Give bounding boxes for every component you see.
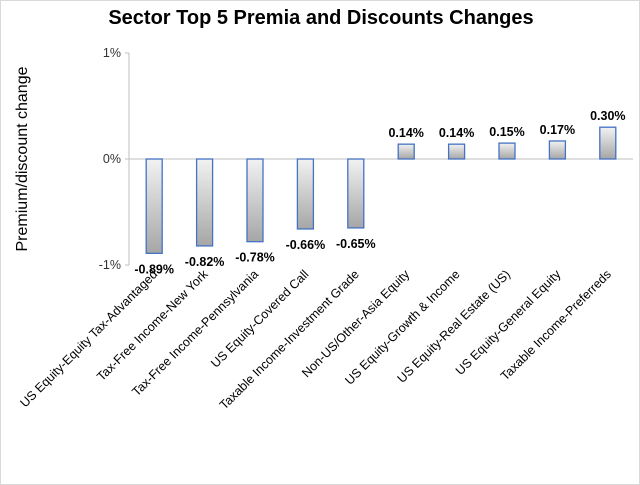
data-label: -0.66% (286, 238, 326, 252)
label-layer: -0.89% -0.82% -0.78% -0.66% -0.65% 0.14% 0.14%… (134, 109, 625, 276)
bar (195, 158, 214, 247)
data-label: 0.30% (590, 109, 625, 123)
category-label: US Equity-General Equity (453, 267, 564, 378)
y-tick-label: 0% (103, 152, 121, 166)
data-label: -0.65% (336, 237, 376, 251)
y-axis-label: Premium/discount change (14, 66, 31, 251)
bar (548, 140, 567, 160)
data-label: -0.78% (235, 251, 275, 265)
bar (498, 142, 516, 160)
category-label: US Equity-Covered Call (208, 267, 311, 370)
y-tick-label: -1% (99, 258, 121, 272)
bar-layer (145, 126, 617, 254)
bar (447, 143, 466, 160)
data-label: 0.15% (489, 125, 524, 139)
bar (246, 158, 264, 243)
y-tick-label: 1% (103, 46, 121, 60)
bar (296, 158, 315, 230)
data-label: -0.82% (185, 255, 225, 269)
data-label: 0.14% (439, 126, 474, 140)
bar (145, 158, 163, 254)
bar (347, 158, 365, 229)
bar (599, 126, 617, 160)
data-label: -0.89% (134, 262, 174, 276)
category-layer: US Equity-Equity Tax-AdvantagedTax-Free … (17, 267, 613, 413)
data-label: 0.14% (388, 126, 423, 140)
bar (397, 143, 415, 160)
data-label: 0.17% (540, 123, 575, 137)
chart-title: Sector Top 5 Premia and Discounts Change… (108, 7, 534, 29)
